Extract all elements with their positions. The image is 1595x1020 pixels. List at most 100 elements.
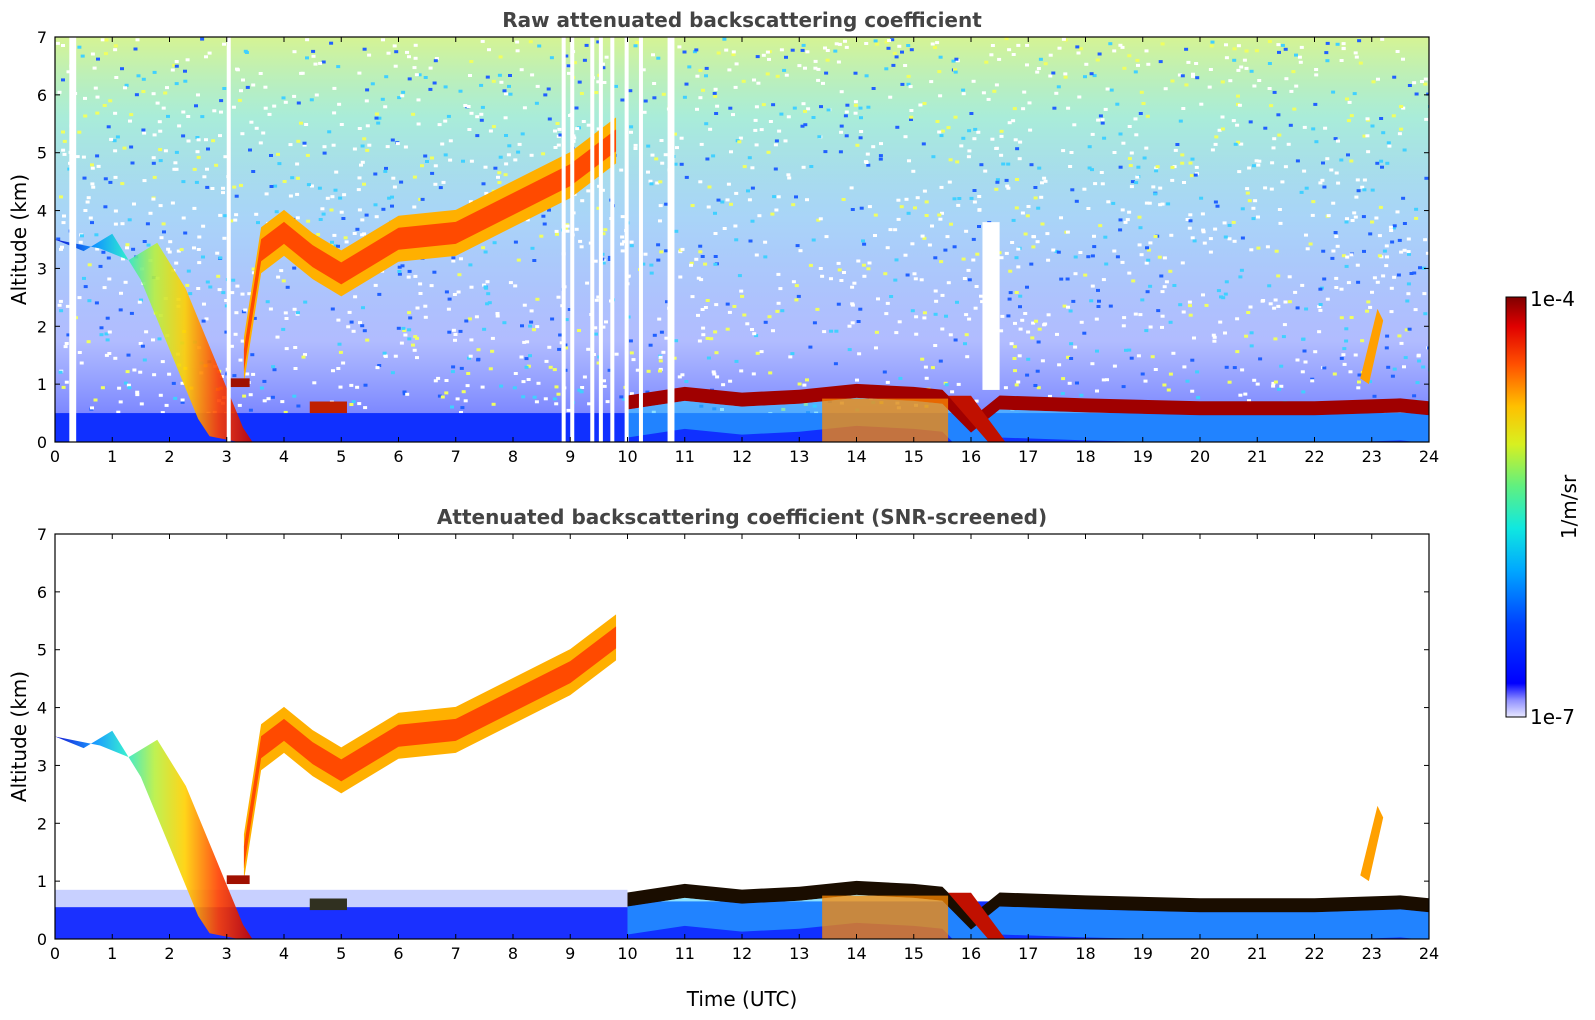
speckle <box>1057 363 1062 367</box>
speckle <box>423 304 428 308</box>
speckle <box>1231 220 1236 224</box>
speckle <box>87 299 92 303</box>
speckle <box>582 375 587 379</box>
speckle <box>437 123 442 127</box>
speckle <box>753 128 758 132</box>
speckle <box>713 330 718 334</box>
speckle <box>146 243 151 247</box>
speckle <box>790 48 795 52</box>
speckle <box>77 351 82 354</box>
speckle <box>1121 385 1126 389</box>
speckle <box>240 292 245 296</box>
speckle <box>794 284 799 288</box>
speckle <box>896 198 901 202</box>
speckle <box>288 194 293 198</box>
speckle <box>383 105 388 109</box>
speckle <box>1376 77 1380 81</box>
speckle <box>1118 228 1123 232</box>
speckle <box>338 385 343 389</box>
speckle <box>1362 134 1367 138</box>
speckle <box>1013 369 1017 373</box>
speckle <box>1125 218 1130 222</box>
speckle <box>1392 75 1397 79</box>
speckle <box>1349 316 1354 319</box>
speckle <box>713 255 718 258</box>
cirrus-descending-layer <box>55 730 253 939</box>
speckle <box>821 81 825 85</box>
speckle <box>725 198 730 202</box>
speckle <box>450 405 454 409</box>
speckle <box>698 180 703 184</box>
speckle <box>1118 218 1123 222</box>
speckle <box>829 277 833 281</box>
speckle <box>192 246 196 250</box>
speckle <box>696 276 701 280</box>
speckle <box>83 209 88 212</box>
speckle <box>542 222 547 226</box>
speckle <box>1087 166 1092 170</box>
speckle <box>250 353 255 357</box>
speckle <box>212 109 217 113</box>
speckle <box>413 56 418 60</box>
speckle <box>240 339 245 343</box>
speckle <box>453 333 458 336</box>
speckle <box>556 295 561 299</box>
speckle <box>151 161 156 165</box>
speckle <box>57 303 62 307</box>
speckle <box>181 110 186 114</box>
speckle <box>1090 168 1094 172</box>
x-tick-label: 0 <box>50 944 60 963</box>
speckle <box>202 175 207 179</box>
speckle <box>181 216 186 220</box>
speckle <box>1199 102 1204 106</box>
speckle <box>90 221 94 225</box>
speckle <box>430 156 434 160</box>
speckle <box>416 98 421 102</box>
speckle <box>705 299 710 302</box>
speckle <box>752 78 756 82</box>
speckle <box>129 311 134 315</box>
speckle <box>1271 146 1276 150</box>
afternoon-plume <box>822 895 949 939</box>
speckle <box>148 211 153 215</box>
late-feature-23h <box>1360 308 1384 385</box>
speckle <box>469 111 474 115</box>
speckle <box>158 393 163 397</box>
speckle <box>1162 256 1167 260</box>
speckle <box>487 48 491 52</box>
speckle <box>771 103 776 107</box>
speckle <box>1000 314 1005 318</box>
speckle <box>1190 236 1195 240</box>
speckle <box>1003 386 1008 390</box>
speckle <box>953 68 957 72</box>
speckle <box>1320 178 1325 182</box>
speckle <box>776 301 781 305</box>
speckle <box>1414 92 1419 96</box>
speckle <box>129 145 134 149</box>
speckle <box>381 207 386 211</box>
speckle <box>773 143 778 147</box>
x-tick-label: 17 <box>1018 447 1038 466</box>
speckle <box>1251 217 1256 221</box>
speckle <box>1356 189 1361 193</box>
speckle <box>754 334 759 338</box>
speckle <box>824 235 829 239</box>
speckle <box>113 149 118 153</box>
speckle <box>964 313 969 317</box>
speckle <box>700 255 705 258</box>
speckle <box>98 264 103 268</box>
speckle <box>1210 148 1215 152</box>
speckle <box>659 250 664 254</box>
speckle <box>1344 264 1349 268</box>
speckle <box>1143 379 1148 383</box>
speckle <box>1156 309 1161 313</box>
speckle <box>1101 278 1106 282</box>
speckle <box>67 167 72 171</box>
speckle <box>301 355 306 359</box>
speckle <box>1036 340 1041 344</box>
speckle <box>174 82 179 86</box>
speckle <box>1066 106 1071 110</box>
speckle <box>1294 53 1298 57</box>
speckle <box>1026 330 1031 334</box>
speckle <box>1424 117 1429 121</box>
